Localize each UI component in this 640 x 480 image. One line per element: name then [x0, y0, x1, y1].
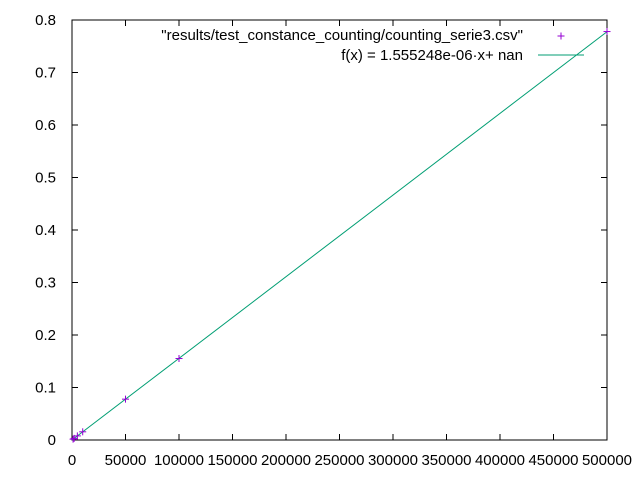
legend-label-fit: f(x) = 1.555248e-06·x+ nan: [341, 47, 523, 64]
x-tick-label: 400000: [475, 452, 525, 469]
legend-marker-data: [557, 32, 565, 40]
data-points-series: [69, 28, 611, 443]
legend-plus-marker: [557, 32, 565, 40]
y-tick-label: 0.8: [35, 12, 56, 29]
y-tick-label: 0.7: [35, 65, 56, 82]
x-tick-label: 250000: [314, 452, 364, 469]
plot-frame: [71, 19, 608, 441]
y-tick-label: 0.2: [35, 327, 56, 344]
x-tick-label: 0: [68, 452, 76, 469]
data-point: [69, 435, 77, 443]
data-point: [122, 395, 129, 403]
x-tick-label: 200000: [261, 452, 311, 469]
legend-label-data: "results/test_constance_counting/countin…: [161, 27, 523, 44]
x-tick-label: 150000: [207, 452, 257, 469]
y-tick-label: 0.4: [35, 222, 56, 239]
data-point: [79, 428, 87, 436]
x-tick-label: 50000: [105, 452, 147, 469]
y-tick-label: 0.6: [35, 117, 56, 134]
fit-line-series: [71, 31, 608, 441]
x-tick-label: 300000: [368, 452, 418, 469]
x-tick-label: 350000: [421, 452, 471, 469]
fit-line: [71, 31, 608, 441]
y-tick-label: 0.1: [35, 380, 56, 397]
x-axis-ticks: 0 50000 100000 150000 200000 250000 300000 3500…: [68, 20, 632, 469]
x-tick-label: 450000: [528, 452, 578, 469]
y-tick-label: 0: [48, 432, 56, 449]
data-point: [73, 432, 81, 440]
y-axis-ticks: 0 0.1 0.2 0.3 0.4 0.5 0.6 0.7 0.8: [35, 12, 607, 449]
data-point: [175, 355, 183, 363]
x-tick-label: 100000: [154, 452, 204, 469]
legend: "results/test_constance_counting/countin…: [161, 27, 584, 64]
x-tick-label: 500000: [582, 452, 632, 469]
y-tick-label: 0.5: [35, 170, 56, 187]
y-tick-label: 0.3: [35, 275, 56, 292]
data-point: [603, 28, 611, 36]
